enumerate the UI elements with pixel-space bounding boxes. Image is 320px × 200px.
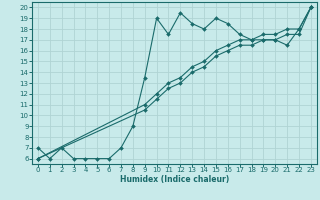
X-axis label: Humidex (Indice chaleur): Humidex (Indice chaleur) (120, 175, 229, 184)
